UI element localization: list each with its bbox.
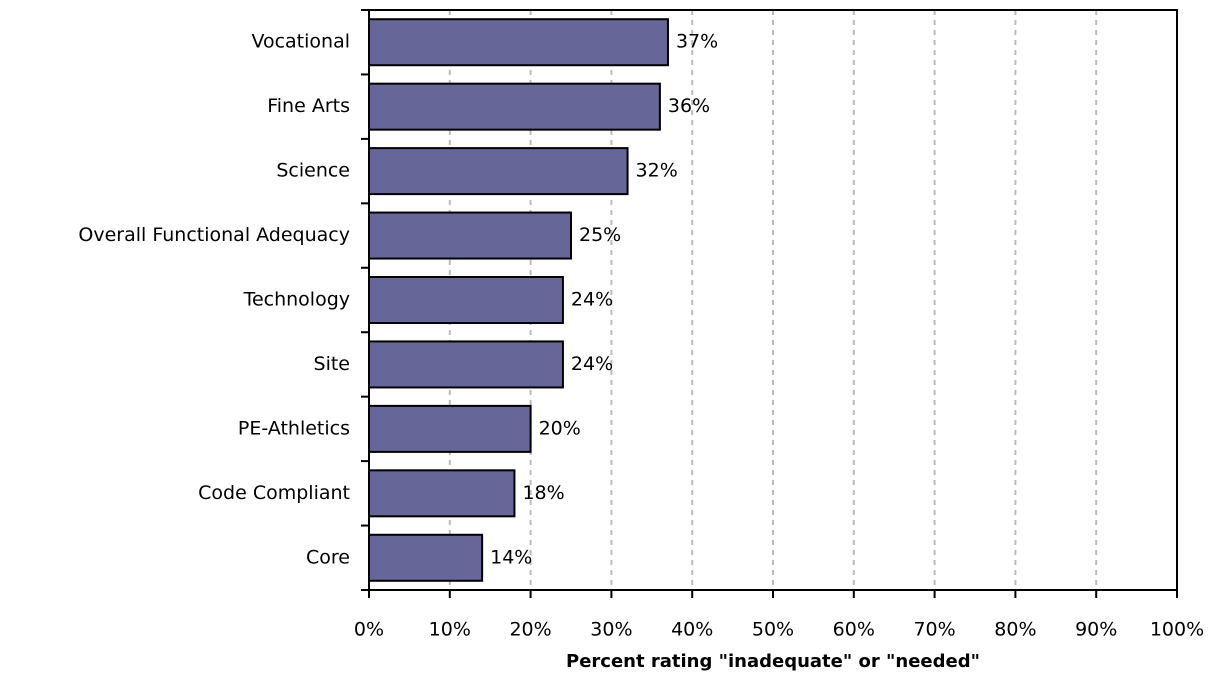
bar [368,404,532,453]
x-axis-title: Percent rating "inadequate" or "needed" [566,651,980,672]
y-tick-label: Core [306,546,350,568]
y-tick-label: Vocational [251,31,350,53]
y-tick-label: Technology [243,289,350,311]
y-tick-label: Science [276,160,350,182]
bar [368,469,516,518]
bar [368,533,484,582]
x-tick-label: 50% [752,619,794,641]
x-tick-label: 30% [590,619,632,641]
bar [368,147,629,196]
bar [368,18,669,67]
data-label: 36% [668,95,710,117]
y-tick-label: Overall Functional Adequacy [78,224,350,246]
x-tick-label: 10% [429,619,471,641]
data-label: 14% [490,546,532,568]
y-tick-label: Site [314,353,350,375]
data-label: 18% [522,482,564,504]
x-tick-label: 90% [1075,619,1117,641]
x-tick-label: 60% [833,619,875,641]
y-tick-label: Code Compliant [198,482,350,504]
x-tick-label: 20% [509,619,551,641]
data-label: 25% [579,224,621,246]
data-label: 32% [636,160,678,182]
bar [368,276,564,324]
x-tick-label: 70% [913,619,955,641]
bar [368,211,572,260]
x-tick-label: 100% [1150,619,1204,641]
y-tick-label: PE-Athletics [238,417,350,439]
bar [368,82,661,131]
x-tick-label: 0% [354,619,384,641]
x-tick-label: 40% [671,619,713,641]
data-label: 24% [571,353,613,375]
bar [368,340,564,389]
x-tick-label: 80% [994,619,1036,641]
data-label: 37% [676,31,718,53]
data-label: 20% [539,417,581,439]
data-label: 24% [571,289,613,311]
y-tick-label: Fine Arts [267,95,350,117]
